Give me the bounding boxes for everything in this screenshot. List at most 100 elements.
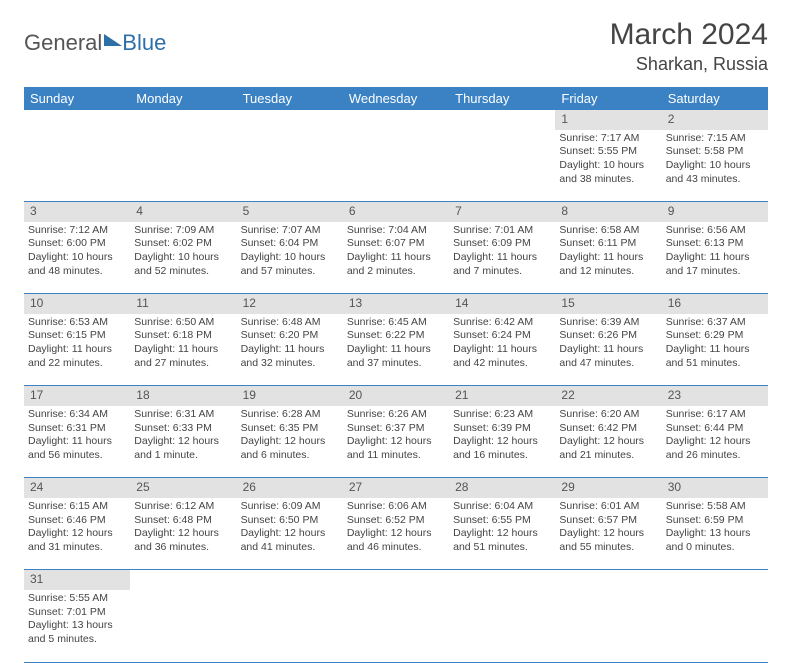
day-number: 1 (555, 110, 661, 130)
day-cell-empty (343, 590, 449, 662)
month-title: March 2024 (610, 18, 768, 52)
day-cell: Sunrise: 6:42 AMSunset: 6:24 PMDaylight:… (449, 314, 555, 386)
logo-text-general: General (24, 30, 102, 56)
daylight-text: Daylight: 12 hours and 1 minute. (134, 435, 232, 462)
sunrise-text: Sunrise: 6:34 AM (28, 408, 126, 422)
header: GeneralBlue March 2024 Sharkan, Russia (24, 18, 768, 75)
sunrise-text: Sunrise: 7:04 AM (347, 224, 445, 238)
day-details: Sunrise: 6:50 AMSunset: 6:18 PMDaylight:… (134, 316, 232, 371)
weekday-header: Saturday (662, 87, 768, 110)
sunrise-text: Sunrise: 6:53 AM (28, 316, 126, 330)
day-details: Sunrise: 7:09 AMSunset: 6:02 PMDaylight:… (134, 224, 232, 279)
day-cell-empty (343, 130, 449, 202)
week-row: Sunrise: 6:15 AMSunset: 6:46 PMDaylight:… (24, 498, 768, 570)
day-cell: Sunrise: 6:39 AMSunset: 6:26 PMDaylight:… (555, 314, 661, 386)
sunset-text: Sunset: 6:46 PM (28, 514, 126, 528)
day-number: 2 (662, 110, 768, 130)
day-number-blank (343, 110, 449, 130)
day-number: 4 (130, 202, 236, 222)
daylight-text: Daylight: 11 hours and 51 minutes. (666, 343, 764, 370)
calendar-head: SundayMondayTuesdayWednesdayThursdayFrid… (24, 87, 768, 110)
sunset-text: Sunset: 6:50 PM (241, 514, 339, 528)
day-number-blank (449, 570, 555, 590)
sunset-text: Sunset: 6:20 PM (241, 329, 339, 343)
sunset-text: Sunset: 5:58 PM (666, 145, 764, 159)
daylight-text: Daylight: 11 hours and 17 minutes. (666, 251, 764, 278)
sunrise-text: Sunrise: 6:06 AM (347, 500, 445, 514)
day-cell: Sunrise: 5:58 AMSunset: 6:59 PMDaylight:… (662, 498, 768, 570)
sunrise-text: Sunrise: 7:07 AM (241, 224, 339, 238)
sunset-text: Sunset: 6:24 PM (453, 329, 551, 343)
day-number-blank (555, 570, 661, 590)
day-number: 12 (237, 294, 343, 314)
day-details: Sunrise: 7:04 AMSunset: 6:07 PMDaylight:… (347, 224, 445, 279)
day-cell: Sunrise: 6:45 AMSunset: 6:22 PMDaylight:… (343, 314, 449, 386)
daylight-text: Daylight: 11 hours and 7 minutes. (453, 251, 551, 278)
day-number-blank (237, 570, 343, 590)
day-details: Sunrise: 6:37 AMSunset: 6:29 PMDaylight:… (666, 316, 764, 371)
daylight-text: Daylight: 11 hours and 56 minutes. (28, 435, 126, 462)
sunrise-text: Sunrise: 6:48 AM (241, 316, 339, 330)
day-number: 17 (24, 386, 130, 406)
day-number: 8 (555, 202, 661, 222)
day-cell-empty (662, 590, 768, 662)
sunset-text: Sunset: 6:02 PM (134, 237, 232, 251)
day-details: Sunrise: 6:15 AMSunset: 6:46 PMDaylight:… (28, 500, 126, 555)
day-details: Sunrise: 6:12 AMSunset: 6:48 PMDaylight:… (134, 500, 232, 555)
sunset-text: Sunset: 6:35 PM (241, 422, 339, 436)
day-number-blank (343, 570, 449, 590)
title-block: March 2024 Sharkan, Russia (610, 18, 768, 75)
day-details: Sunrise: 6:28 AMSunset: 6:35 PMDaylight:… (241, 408, 339, 463)
day-cell: Sunrise: 6:01 AMSunset: 6:57 PMDaylight:… (555, 498, 661, 570)
daylight-text: Daylight: 10 hours and 38 minutes. (559, 159, 657, 186)
day-details: Sunrise: 6:42 AMSunset: 6:24 PMDaylight:… (453, 316, 551, 371)
day-details: Sunrise: 6:34 AMSunset: 6:31 PMDaylight:… (28, 408, 126, 463)
sunset-text: Sunset: 6:04 PM (241, 237, 339, 251)
daylight-text: Daylight: 12 hours and 51 minutes. (453, 527, 551, 554)
day-details: Sunrise: 6:58 AMSunset: 6:11 PMDaylight:… (559, 224, 657, 279)
calendar-table: SundayMondayTuesdayWednesdayThursdayFrid… (24, 87, 768, 663)
day-details: Sunrise: 6:04 AMSunset: 6:55 PMDaylight:… (453, 500, 551, 555)
day-details: Sunrise: 7:15 AMSunset: 5:58 PMDaylight:… (666, 132, 764, 187)
day-cell: Sunrise: 6:20 AMSunset: 6:42 PMDaylight:… (555, 406, 661, 478)
day-details: Sunrise: 7:07 AMSunset: 6:04 PMDaylight:… (241, 224, 339, 279)
day-details: Sunrise: 6:45 AMSunset: 6:22 PMDaylight:… (347, 316, 445, 371)
day-number: 25 (130, 478, 236, 498)
daylight-text: Daylight: 12 hours and 41 minutes. (241, 527, 339, 554)
day-number: 16 (662, 294, 768, 314)
day-details: Sunrise: 5:55 AMSunset: 7:01 PMDaylight:… (28, 592, 126, 647)
daylight-text: Daylight: 11 hours and 27 minutes. (134, 343, 232, 370)
daylight-text: Daylight: 11 hours and 47 minutes. (559, 343, 657, 370)
sunset-text: Sunset: 6:59 PM (666, 514, 764, 528)
day-number: 3 (24, 202, 130, 222)
sunrise-text: Sunrise: 6:50 AM (134, 316, 232, 330)
day-details: Sunrise: 6:01 AMSunset: 6:57 PMDaylight:… (559, 500, 657, 555)
day-number: 23 (662, 386, 768, 406)
day-number: 18 (130, 386, 236, 406)
sunrise-text: Sunrise: 6:45 AM (347, 316, 445, 330)
sunset-text: Sunset: 6:33 PM (134, 422, 232, 436)
day-cell-empty (449, 130, 555, 202)
daylight-text: Daylight: 12 hours and 55 minutes. (559, 527, 657, 554)
sunset-text: Sunset: 6:00 PM (28, 237, 126, 251)
sunrise-text: Sunrise: 6:28 AM (241, 408, 339, 422)
sunrise-text: Sunrise: 6:01 AM (559, 500, 657, 514)
sunset-text: Sunset: 6:26 PM (559, 329, 657, 343)
day-number: 29 (555, 478, 661, 498)
day-details: Sunrise: 6:20 AMSunset: 6:42 PMDaylight:… (559, 408, 657, 463)
day-number: 21 (449, 386, 555, 406)
sunset-text: Sunset: 6:15 PM (28, 329, 126, 343)
week-row: Sunrise: 5:55 AMSunset: 7:01 PMDaylight:… (24, 590, 768, 662)
day-cell-empty (130, 590, 236, 662)
daylight-text: Daylight: 13 hours and 5 minutes. (28, 619, 126, 646)
daynum-row: 10111213141516 (24, 294, 768, 314)
day-number-blank (237, 110, 343, 130)
daylight-text: Daylight: 12 hours and 36 minutes. (134, 527, 232, 554)
day-number: 7 (449, 202, 555, 222)
day-cell-empty (24, 130, 130, 202)
daylight-text: Daylight: 10 hours and 52 minutes. (134, 251, 232, 278)
calendar-body: 12Sunrise: 7:17 AMSunset: 5:55 PMDayligh… (24, 110, 768, 662)
day-number-blank (24, 110, 130, 130)
sunrise-text: Sunrise: 5:55 AM (28, 592, 126, 606)
day-details: Sunrise: 6:39 AMSunset: 6:26 PMDaylight:… (559, 316, 657, 371)
